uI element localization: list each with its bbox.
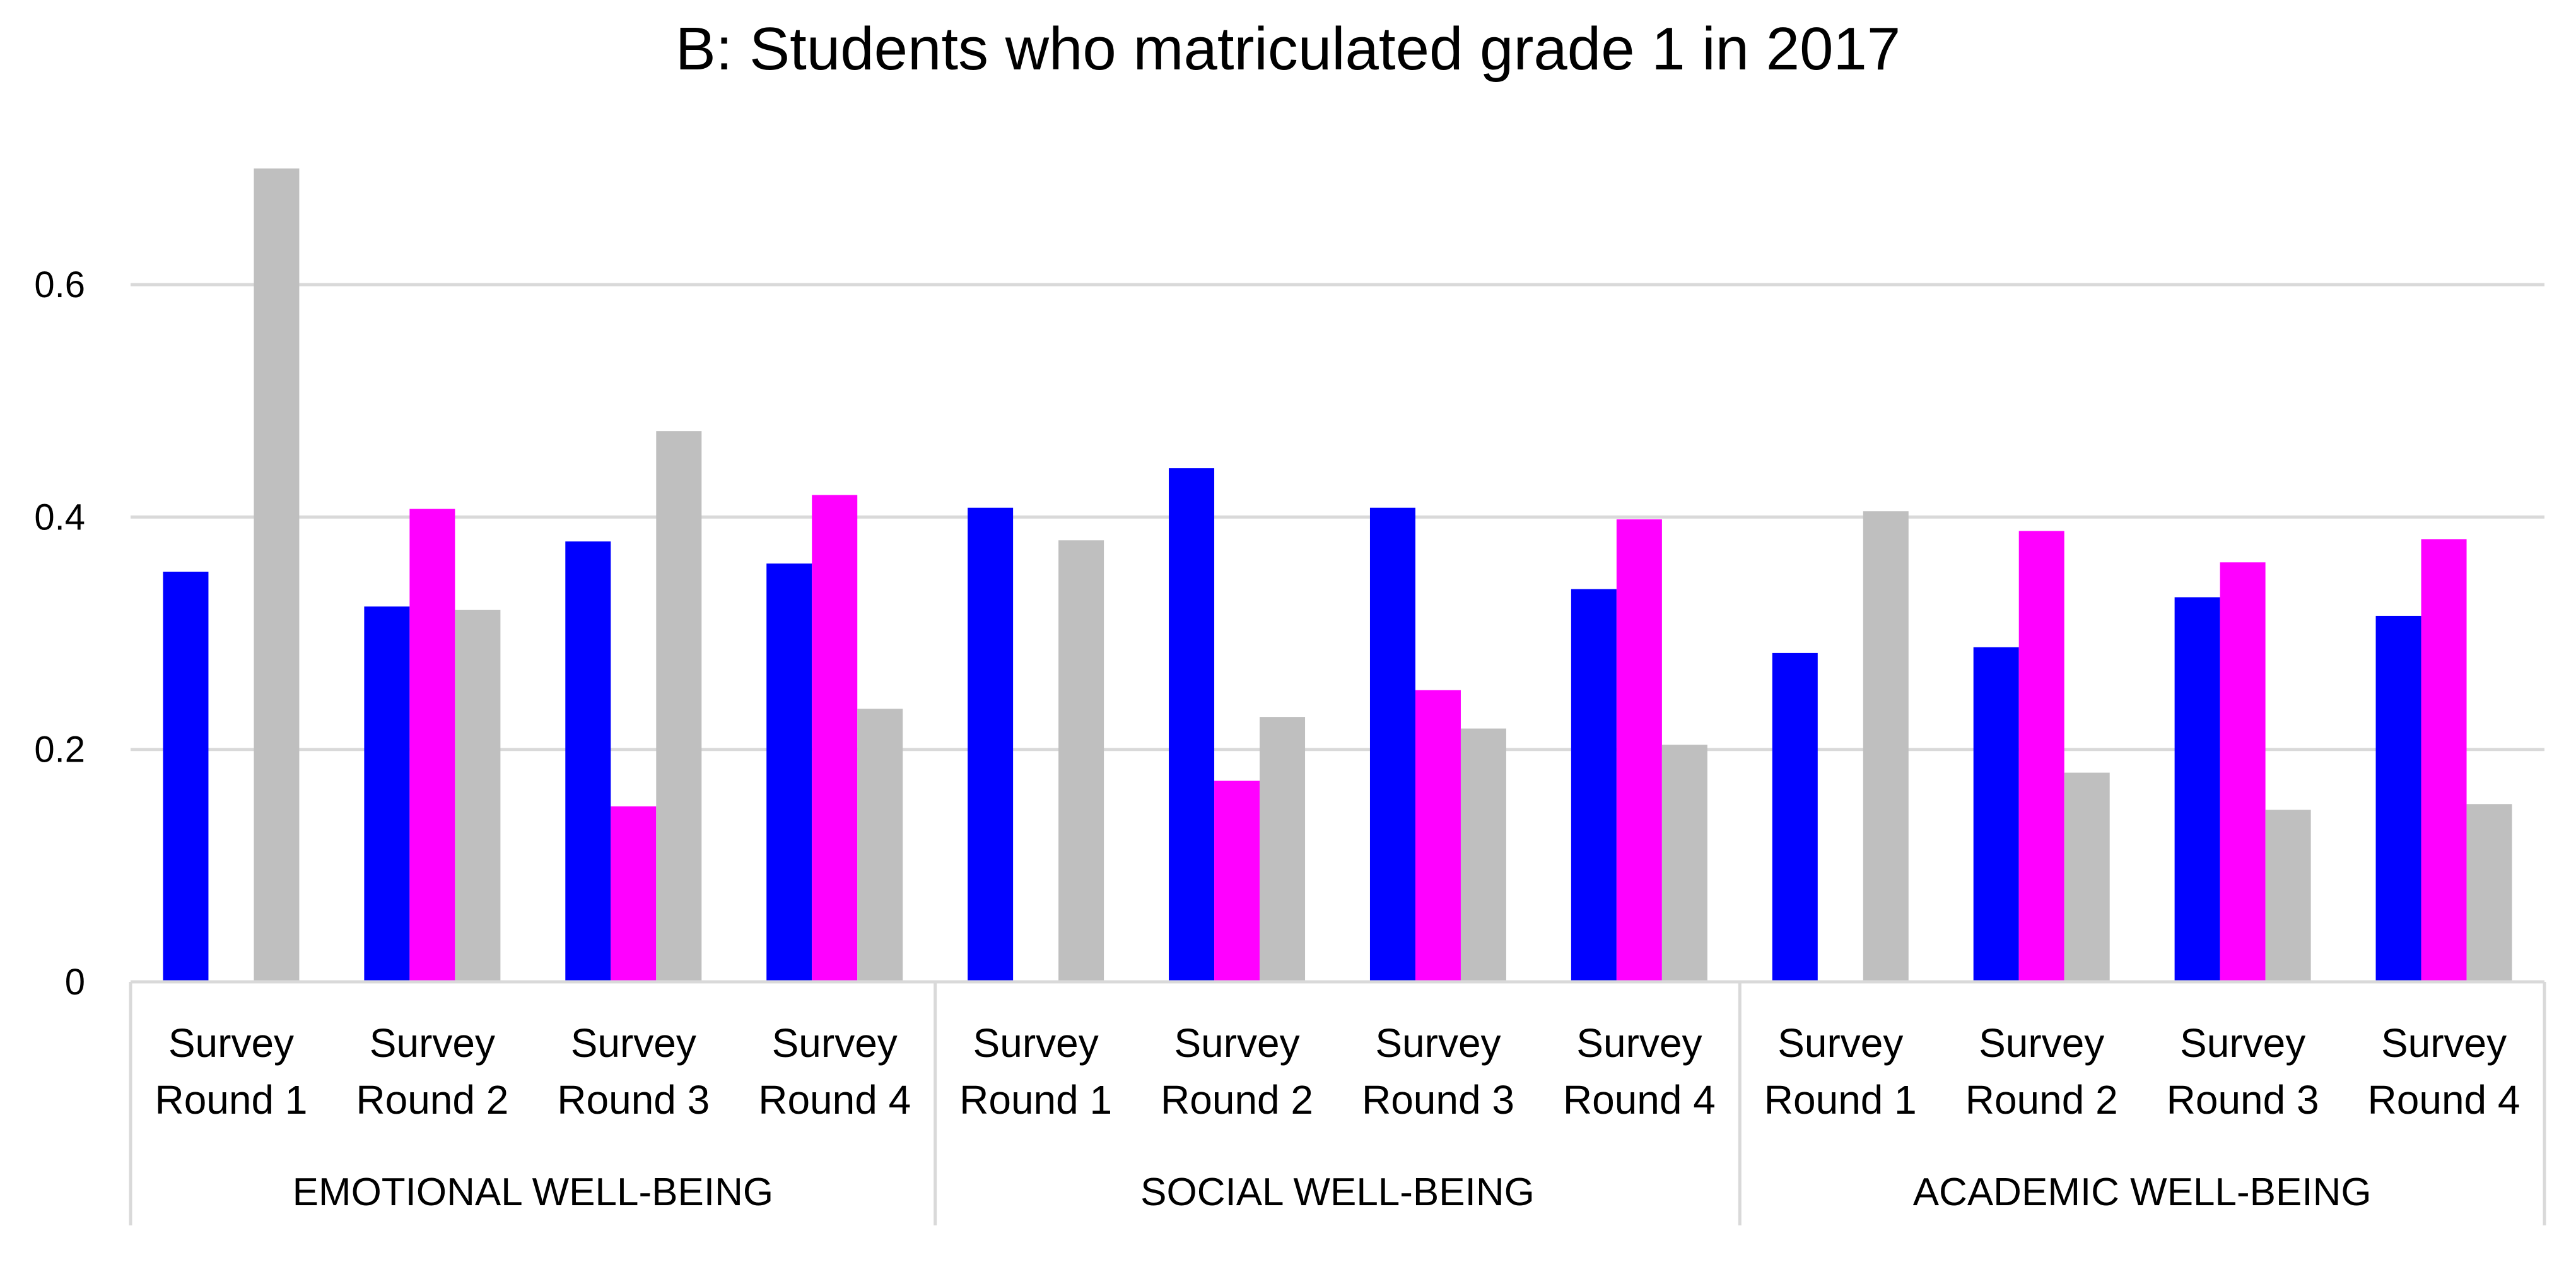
category-label-line1: Survey xyxy=(1979,1020,2104,1066)
bar-series-blue xyxy=(565,541,611,982)
category-label-line1: Survey xyxy=(1375,1020,1501,1066)
bar-series-gray xyxy=(455,610,501,982)
bar-series-blue xyxy=(1973,647,2019,982)
y-tick-label: 0 xyxy=(65,962,85,1003)
y-tick-label: 0.4 xyxy=(34,497,85,538)
bar-series-blue xyxy=(2375,615,2421,982)
bars xyxy=(163,168,2512,982)
x-axis-group-labels: EMOTIONAL WELL-BEING SOCIAL WELL-BEING ACA… xyxy=(293,1171,2372,1214)
category-label-line1: Survey xyxy=(571,1020,696,1066)
bar-series-magenta xyxy=(2220,562,2266,982)
bar-series-blue xyxy=(968,507,1014,982)
category-label-line1: Survey xyxy=(2381,1020,2507,1066)
bar-series-magenta xyxy=(611,806,657,982)
gridlines xyxy=(131,283,2544,752)
category-label-line1: Survey xyxy=(1576,1020,1702,1066)
bar-series-gray xyxy=(2265,810,2311,982)
bar-series-gray xyxy=(1460,728,1506,982)
bar-series-blue xyxy=(766,563,812,982)
bar-series-magenta xyxy=(1214,781,1260,982)
bar-series-blue xyxy=(2174,597,2220,982)
bar-series-gray xyxy=(857,709,903,982)
chart-title: B: Students who matriculated grade 1 in … xyxy=(676,15,1901,83)
group-label: SOCIAL WELL-BEING xyxy=(1140,1171,1535,1214)
group-label: ACADEMIC WELL-BEING xyxy=(1913,1171,2372,1214)
x-axis xyxy=(129,980,2546,1225)
category-label-line2: Round 3 xyxy=(1362,1077,1514,1123)
bar-series-gray xyxy=(1863,511,1909,982)
bar-series-blue xyxy=(163,571,209,982)
bar-series-gray xyxy=(1058,540,1104,982)
bar-series-gray xyxy=(254,168,300,982)
bar-series-gray xyxy=(1260,717,1306,982)
bar-series-gray xyxy=(656,431,702,982)
bar-series-blue xyxy=(364,606,410,982)
bar-series-blue xyxy=(1169,468,1215,982)
category-label-line2: Round 1 xyxy=(155,1077,307,1123)
category-label-line1: Survey xyxy=(1174,1020,1299,1066)
y-axis-ticks: 0 0.2 0.4 0.6 xyxy=(34,264,85,1003)
category-label-line2: Round 4 xyxy=(2368,1077,2520,1123)
bar-series-magenta xyxy=(409,509,455,982)
bar-series-blue xyxy=(1369,507,1415,982)
bar-series-magenta xyxy=(1616,519,1662,982)
bar-series-gray xyxy=(2064,772,2110,982)
category-label-line1: Survey xyxy=(168,1020,294,1066)
bar-series-magenta xyxy=(2018,531,2064,982)
category-label-line2: Round 1 xyxy=(1764,1077,1917,1123)
bar-series-blue xyxy=(1772,652,1818,982)
category-label-line2: Round 1 xyxy=(959,1077,1112,1123)
bar-series-gray xyxy=(1661,745,1707,982)
category-label-line2: Round 3 xyxy=(2167,1077,2319,1123)
category-label-line1: Survey xyxy=(1777,1020,1903,1066)
x-axis-category-labels: Survey Round 1 Survey Round 2 Survey Round 3 S… xyxy=(155,1020,2520,1123)
category-label-line1: Survey xyxy=(772,1020,898,1066)
bar-series-magenta xyxy=(2421,539,2467,982)
category-label-line1: Survey xyxy=(370,1020,495,1066)
category-label-line1: Survey xyxy=(2180,1020,2305,1066)
bar-series-gray xyxy=(2466,804,2512,982)
category-label-line2: Round 2 xyxy=(356,1077,508,1123)
category-label-line2: Round 2 xyxy=(1965,1077,2118,1123)
bar-series-magenta xyxy=(1415,690,1461,982)
bar-series-magenta xyxy=(812,495,858,982)
y-tick-label: 0.2 xyxy=(34,729,85,770)
bar-series-blue xyxy=(1571,589,1617,982)
category-label-line1: Survey xyxy=(973,1020,1099,1066)
category-label-line2: Round 3 xyxy=(557,1077,710,1123)
group-label: EMOTIONAL WELL-BEING xyxy=(293,1171,774,1214)
category-label-line2: Round 4 xyxy=(1563,1077,1716,1123)
y-tick-label: 0.6 xyxy=(34,264,85,305)
category-label-line2: Round 4 xyxy=(758,1077,911,1123)
category-label-line2: Round 2 xyxy=(1161,1077,1313,1123)
